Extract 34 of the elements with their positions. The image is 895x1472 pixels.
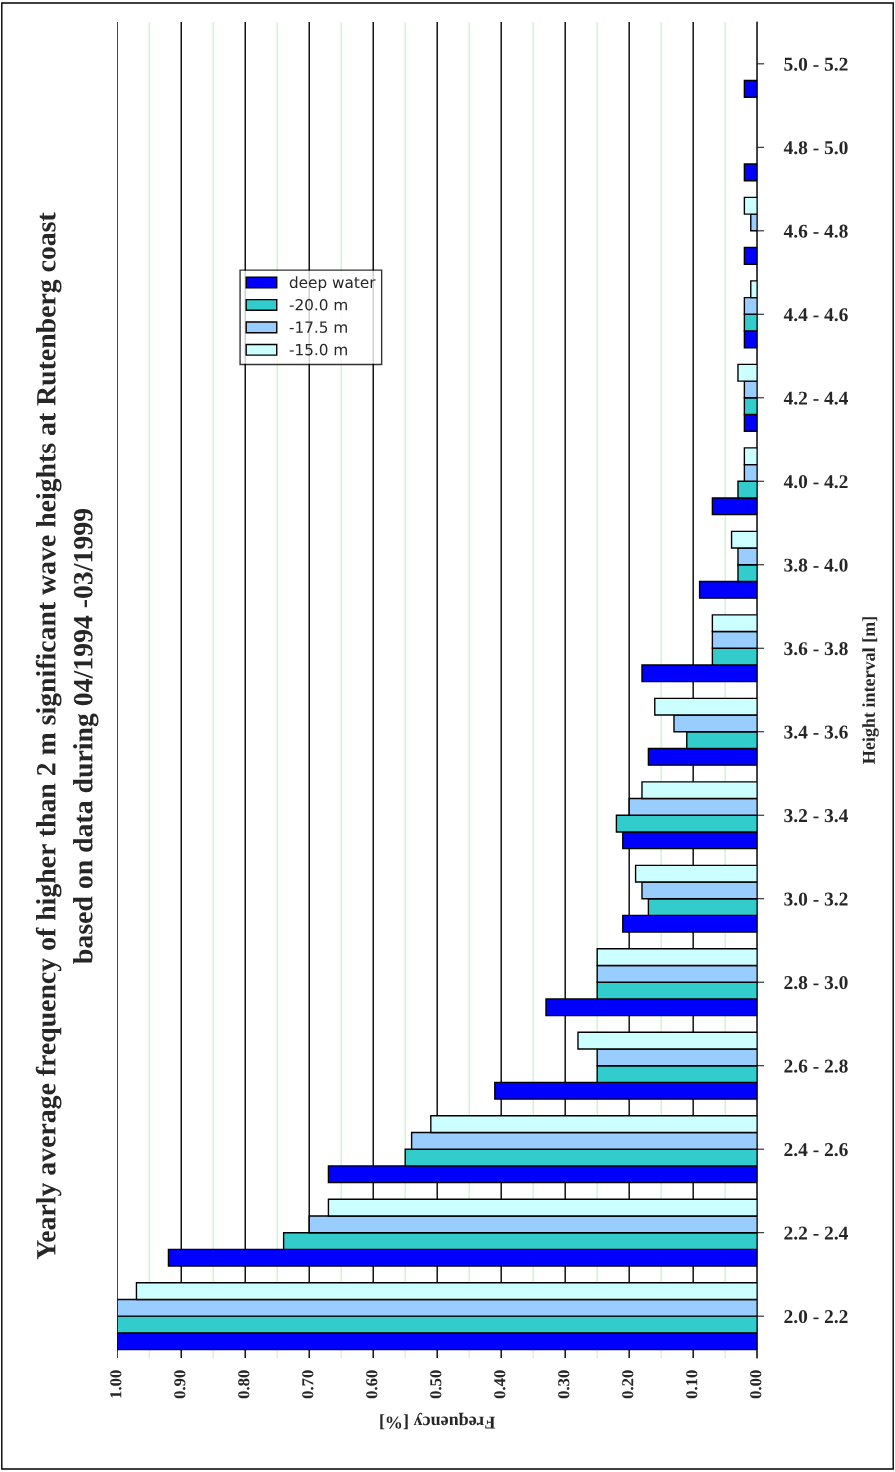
x-tick-label: 0.20 xyxy=(622,1370,634,1399)
y-tick-label: 4.4 - 4.6 xyxy=(783,308,848,322)
y-tick-label: 2.2 - 2.4 xyxy=(784,1226,849,1240)
legend-label: -17.5 m xyxy=(289,321,347,333)
x-tick-label: 0.30 xyxy=(558,1370,570,1399)
y-tick-label: 2.4 - 2.6 xyxy=(784,1143,848,1157)
x-axis-title: Frequency [%] xyxy=(380,1412,496,1430)
text: Yearly average frequency of higher than 2 m significant wave heights at Rutenberg coast based on data during 04/1994 -03/1999 xyxy=(35,212,99,1260)
y-tick-label: 4.6 - 4.8 xyxy=(783,224,848,238)
x-tick-label: 0.80 xyxy=(238,1370,250,1399)
y-tick-label: 3.4 - 3.6 xyxy=(784,725,848,739)
legend-label: deep water xyxy=(289,276,376,292)
y-tick-label: 2.6 - 2.8 xyxy=(784,1059,848,1073)
x-tick-label: 0.40 xyxy=(494,1370,506,1399)
x-tick-label: 0.90 xyxy=(174,1370,186,1399)
y-tick-label: 3.0 - 3.2 xyxy=(784,892,848,906)
y-tick-label: 2.8 - 3.0 xyxy=(784,976,848,990)
x-tick-label: 0.00 xyxy=(750,1370,762,1399)
x-tick-label: 0.10 xyxy=(686,1370,698,1399)
y-tick-label: 4.2 - 4.4 xyxy=(783,391,849,405)
y-tick-label: 3.2 - 3.4 xyxy=(784,809,849,823)
y-tick-label: 4.0 - 4.2 xyxy=(783,475,848,489)
y-tick-label: 4.8 - 5.0 xyxy=(783,141,848,155)
y-axis-title: Height interval [m] xyxy=(862,617,879,764)
y-tick-label: 3.8 - 4.0 xyxy=(784,558,848,572)
x-tick-label: 0.70 xyxy=(302,1370,314,1399)
y-tick-label: 3.6 - 3.8 xyxy=(784,642,848,656)
x-tick-label: 0.60 xyxy=(366,1370,378,1399)
legend-label: -15.0 m xyxy=(289,343,347,356)
x-tick-label: 0.50 xyxy=(430,1370,442,1399)
x-tick-label: 1.00 xyxy=(110,1370,122,1398)
y-tick-label: 2.0 - 2.2 xyxy=(784,1309,848,1324)
y-tick-label: 5.0 - 5.2 xyxy=(784,57,848,71)
legend-label: -20.0 m xyxy=(289,298,347,311)
